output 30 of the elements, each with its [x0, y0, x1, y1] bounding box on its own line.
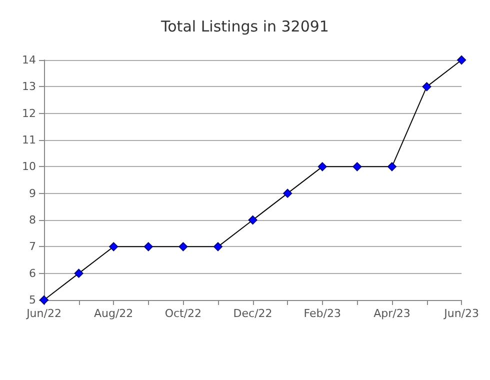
x-tick-label: Aug/22	[94, 307, 134, 320]
x-tick-label: Jun/23	[443, 307, 479, 320]
point	[213, 242, 222, 252]
point	[387, 162, 396, 172]
y-tick-label: 11	[22, 134, 36, 146]
x-tick-label: Oct/22	[164, 307, 202, 320]
y-tick-label: 14	[22, 54, 36, 66]
y-tick-label: 5	[29, 294, 36, 306]
x-tick-label: Dec/22	[233, 307, 272, 320]
point	[109, 242, 118, 252]
chart-title: Total Listings in 32091	[160, 18, 329, 36]
x-tick-label: Feb/23	[304, 307, 341, 320]
y-tick-label: 13	[22, 80, 36, 94]
x-tick-label: Apr/23	[374, 307, 410, 320]
x-tick-label: Jun/22	[26, 307, 62, 320]
y-tick-label: 6	[29, 266, 36, 280]
point	[352, 162, 362, 172]
y-tick-label: 8	[29, 214, 36, 226]
point	[318, 162, 327, 172]
y-tick-label: 12	[22, 106, 36, 120]
point	[74, 268, 84, 278]
y-tick-label: 9	[29, 186, 36, 200]
point	[178, 242, 188, 252]
y-tick-label: 10	[22, 160, 36, 174]
point	[248, 216, 258, 224]
point	[144, 242, 153, 252]
point	[283, 188, 292, 198]
point	[422, 82, 432, 92]
y-tick-label: 7	[29, 240, 36, 254]
point	[457, 56, 466, 64]
